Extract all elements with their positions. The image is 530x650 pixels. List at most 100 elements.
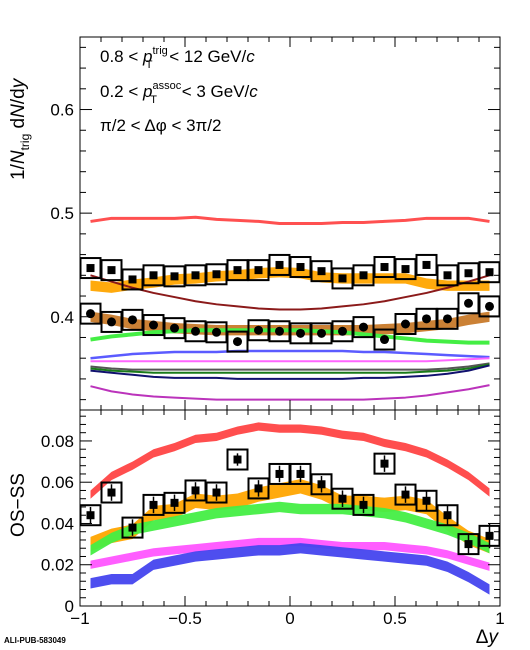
top-y-tick-label: 0.5: [50, 204, 74, 223]
top-y-tick-label: 0.4: [50, 308, 74, 327]
bottom-band-4: [90, 543, 490, 595]
top-y-tick-label: 0.6: [50, 101, 74, 120]
top-data-point: [107, 266, 116, 275]
top-data-point: [107, 317, 116, 327]
bottom-data-point: [170, 498, 179, 507]
top-data-point: [275, 260, 284, 269]
bottom-y-tick-label: 0.06: [41, 473, 74, 492]
top-line-0: [90, 215, 490, 225]
top-data-point: [443, 314, 452, 324]
top-data-point: [212, 327, 221, 337]
bottom-x-tick-label: 1: [495, 609, 504, 628]
top-line-4: [90, 357, 490, 363]
bottom-data-point: [380, 459, 389, 468]
bottom-x-tick-label: 0: [285, 609, 294, 628]
top-data-point: [338, 274, 347, 283]
bottom-data-point: [275, 469, 284, 478]
bottom-data-point: [212, 488, 221, 497]
bottom-data-point: [359, 500, 368, 509]
top-data-point: [401, 265, 410, 274]
top-line-7: [90, 364, 490, 380]
bottom-data-point: [338, 494, 347, 503]
bottom-data-point: [86, 511, 95, 520]
bottom-y-tick-label: 0: [65, 597, 74, 616]
top-data-point: [275, 326, 284, 336]
bottom-y-tick-label: 0.02: [41, 556, 74, 575]
top-data-point: [443, 271, 452, 280]
bottom-band-0: [90, 479, 490, 554]
top-data-point: [149, 271, 158, 280]
top-data-point: [401, 319, 410, 329]
bottom-syst-box: [310, 473, 333, 496]
top-data-point: [128, 275, 137, 284]
annotation-ptrig: 0.8 < ptrig T < 12 GeV/c: [100, 45, 255, 71]
top-syst-box: [352, 316, 375, 339]
top-data-point: [296, 263, 305, 272]
top-data-point: [338, 326, 347, 336]
bottom-data-point: [317, 480, 326, 489]
bottom-data-point: [149, 500, 158, 509]
top-data-point: [86, 264, 95, 273]
top-data-point: [212, 270, 221, 279]
bottom-series-layer: [79, 422, 501, 595]
bottom-data-point: [443, 511, 452, 520]
top-data-point: [464, 298, 473, 308]
bottom-band-2: [90, 501, 490, 556]
bottom-x-tick-label: 0.5: [383, 609, 407, 628]
bottom-data-point: [296, 469, 305, 478]
top-data-point: [485, 268, 494, 277]
bottom-data-point: [485, 531, 494, 540]
top-data-point: [422, 260, 431, 269]
top-data-point: [233, 266, 242, 275]
top-syst-box: [226, 330, 249, 353]
bottom-y-tick-label: 0.04: [41, 514, 74, 533]
top-data-point: [254, 325, 263, 335]
top-data-point: [128, 315, 137, 325]
bottom-panel: 0 0.02 0.04 0.06 0.08 −1 −0.5 0 0.5 1 OS−SS Δy: [8, 409, 505, 648]
top-panel: 0.4 0.5 0.6 0.8 < ptrig T < 12 GeV/c 0.2 < …: [8, 36, 501, 411]
top-data-point: [296, 328, 305, 338]
top-line-5: [90, 362, 490, 371]
bottom-syst-box: [121, 516, 144, 539]
bottom-syst-box: [163, 491, 186, 514]
bottom-x-tick-label: −0.5: [168, 609, 202, 628]
top-data-point: [317, 328, 326, 338]
top-data-point: [359, 271, 368, 280]
bottom-data-point: [254, 484, 263, 493]
bottom-axis-ticks: 0 0.02 0.04 0.06 0.08 −1 −0.5 0 0.5 1: [41, 410, 505, 628]
top-data-point: [170, 272, 179, 281]
bottom-band-1: [90, 422, 490, 499]
bottom-syst-box: [373, 452, 396, 475]
x-axis-title: Δy: [476, 627, 500, 648]
top-series-layer: [79, 215, 501, 401]
top-data-point: [464, 269, 473, 278]
bottom-syst-box: [205, 481, 228, 504]
top-data-point: [149, 320, 158, 330]
bottom-data-point: [191, 486, 200, 495]
top-data-point: [86, 309, 95, 319]
top-syst-box: [373, 328, 396, 351]
bottom-data-point: [422, 496, 431, 505]
top-data-point: [359, 322, 368, 332]
y-axis-title-bottom: OS−SS: [8, 473, 29, 537]
bottom-syst-box: [247, 477, 270, 500]
bottom-syst-box: [100, 481, 123, 504]
y-axis-title-top: 1/Ntrig dN/dy: [8, 77, 32, 180]
bottom-data-point: [233, 455, 242, 464]
top-data-point: [233, 337, 242, 347]
bottom-y-tick-label: 0.08: [41, 432, 74, 451]
top-syst-box: [436, 307, 459, 330]
bottom-x-tick-label: −1: [70, 609, 89, 628]
top-data-point: [317, 267, 326, 276]
bottom-syst-box: [226, 448, 249, 471]
top-data-point: [170, 323, 179, 333]
figure-credit: ALI-PUB-583049: [4, 636, 66, 645]
bottom-data-point: [464, 540, 473, 549]
top-axis-ticks: 0.4 0.5 0.6: [50, 37, 501, 410]
annotation-dphi: π/2 < Δφ < 3π/2: [100, 116, 221, 135]
top-line-3: [90, 349, 490, 360]
top-data-point: [191, 326, 200, 336]
top-data-point: [254, 266, 263, 275]
top-band-0: [90, 267, 490, 293]
